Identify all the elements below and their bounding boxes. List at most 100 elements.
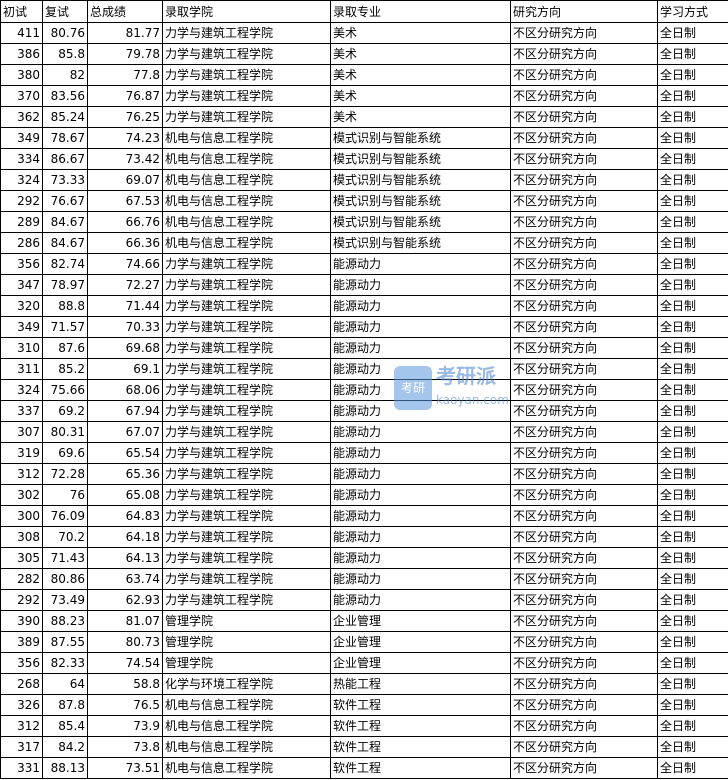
cell-study-mode: 全日制 — [657, 64, 728, 86]
cell-college: 机电与信息工程学院 — [162, 127, 331, 149]
cell-college: 力学与建筑工程学院 — [162, 337, 331, 359]
cell-retest-score: 64 — [42, 673, 88, 695]
cell-retest-score: 76 — [42, 484, 88, 506]
table-row: 390 88.23 81.07 管理学院 企业管理 不区分研究方向 全日制 — [0, 610, 728, 632]
cell-initial-score: 319 — [0, 442, 43, 464]
cell-study-mode: 全日制 — [657, 274, 728, 296]
cell-total-score: 64.18 — [87, 526, 163, 548]
cell-study-mode: 全日制 — [657, 253, 728, 275]
cell-research-direction: 不区分研究方向 — [510, 190, 658, 212]
cell-research-direction: 不区分研究方向 — [510, 526, 658, 548]
cell-initial-score: 320 — [0, 295, 43, 317]
cell-retest-score: 80.86 — [42, 568, 88, 590]
cell-research-direction: 不区分研究方向 — [510, 694, 658, 716]
cell-initial-score: 362 — [0, 106, 43, 128]
cell-research-direction: 不区分研究方向 — [510, 757, 658, 779]
cell-initial-score: 326 — [0, 694, 43, 716]
cell-research-direction: 不区分研究方向 — [510, 232, 658, 254]
cell-college: 力学与建筑工程学院 — [162, 505, 331, 527]
table-row: 370 83.56 76.87 力学与建筑工程学院 美术 不区分研究方向 全日制 — [0, 85, 728, 107]
header-major: 录取专业 — [330, 0, 511, 23]
cell-major: 能源动力 — [330, 358, 511, 380]
cell-total-score: 63.74 — [87, 568, 163, 590]
cell-major: 能源动力 — [330, 547, 511, 569]
cell-major: 美术 — [330, 106, 511, 128]
cell-major: 能源动力 — [330, 316, 511, 338]
cell-research-direction: 不区分研究方向 — [510, 673, 658, 695]
cell-total-score: 65.36 — [87, 463, 163, 485]
table-row: 317 84.2 73.8 机电与信息工程学院 软件工程 不区分研究方向 全日制 — [0, 736, 728, 758]
cell-study-mode: 全日制 — [657, 295, 728, 317]
cell-college: 力学与建筑工程学院 — [162, 484, 331, 506]
cell-research-direction: 不区分研究方向 — [510, 505, 658, 527]
cell-retest-score: 86.67 — [42, 148, 88, 170]
cell-total-score: 65.08 — [87, 484, 163, 506]
cell-research-direction: 不区分研究方向 — [510, 568, 658, 590]
cell-initial-score: 349 — [0, 127, 43, 149]
table-row: 311 85.2 69.1 力学与建筑工程学院 能源动力 不区分研究方向 全日制 — [0, 358, 728, 380]
cell-major: 软件工程 — [330, 694, 511, 716]
cell-college: 力学与建筑工程学院 — [162, 526, 331, 548]
cell-major: 热能工程 — [330, 673, 511, 695]
cell-initial-score: 302 — [0, 484, 43, 506]
cell-retest-score: 84.67 — [42, 211, 88, 233]
cell-total-score: 80.73 — [87, 631, 163, 653]
cell-initial-score: 292 — [0, 589, 43, 611]
table-row: 334 86.67 73.42 机电与信息工程学院 模式识别与智能系统 不区分研究方向 全日… — [0, 148, 728, 170]
cell-retest-score: 80.76 — [42, 22, 88, 44]
cell-retest-score: 71.43 — [42, 547, 88, 569]
cell-retest-score: 69.6 — [42, 442, 88, 464]
cell-retest-score: 69.2 — [42, 400, 88, 422]
cell-research-direction: 不区分研究方向 — [510, 106, 658, 128]
cell-initial-score: 356 — [0, 652, 43, 674]
table-row: 302 76 65.08 力学与建筑工程学院 能源动力 不区分研究方向 全日制 — [0, 484, 728, 506]
cell-college: 管理学院 — [162, 631, 331, 653]
cell-study-mode: 全日制 — [657, 631, 728, 653]
cell-retest-score: 84.67 — [42, 232, 88, 254]
cell-retest-score: 78.67 — [42, 127, 88, 149]
cell-retest-score: 78.97 — [42, 274, 88, 296]
cell-total-score: 58.8 — [87, 673, 163, 695]
cell-research-direction: 不区分研究方向 — [510, 358, 658, 380]
cell-research-direction: 不区分研究方向 — [510, 400, 658, 422]
table-row: 312 85.4 73.9 机电与信息工程学院 软件工程 不区分研究方向 全日制 — [0, 715, 728, 737]
cell-college: 化学与环境工程学院 — [162, 673, 331, 695]
cell-total-score: 69.07 — [87, 169, 163, 191]
table-row: 292 73.49 62.93 力学与建筑工程学院 能源动力 不区分研究方向 全日制 — [0, 589, 728, 611]
cell-study-mode: 全日制 — [657, 694, 728, 716]
header-college: 录取学院 — [162, 0, 331, 23]
cell-retest-score: 76.09 — [42, 505, 88, 527]
cell-research-direction: 不区分研究方向 — [510, 316, 658, 338]
cell-college: 力学与建筑工程学院 — [162, 64, 331, 86]
cell-total-score: 76.25 — [87, 106, 163, 128]
cell-retest-score: 76.67 — [42, 190, 88, 212]
table-row: 319 69.6 65.54 力学与建筑工程学院 能源动力 不区分研究方向 全日制 — [0, 442, 728, 464]
cell-research-direction: 不区分研究方向 — [510, 295, 658, 317]
cell-initial-score: 389 — [0, 631, 43, 653]
cell-total-score: 69.1 — [87, 358, 163, 380]
cell-major: 能源动力 — [330, 379, 511, 401]
cell-initial-score: 282 — [0, 568, 43, 590]
cell-college: 机电与信息工程学院 — [162, 169, 331, 191]
cell-study-mode: 全日制 — [657, 505, 728, 527]
cell-research-direction: 不区分研究方向 — [510, 589, 658, 611]
table-row: 362 85.24 76.25 力学与建筑工程学院 美术 不区分研究方向 全日制 — [0, 106, 728, 128]
cell-college: 力学与建筑工程学院 — [162, 43, 331, 65]
cell-college: 力学与建筑工程学院 — [162, 274, 331, 296]
cell-study-mode: 全日制 — [657, 757, 728, 779]
cell-study-mode: 全日制 — [657, 337, 728, 359]
cell-retest-score: 75.66 — [42, 379, 88, 401]
table-row: 356 82.74 74.66 力学与建筑工程学院 能源动力 不区分研究方向 全日制 — [0, 253, 728, 275]
table-row: 307 80.31 67.07 力学与建筑工程学院 能源动力 不区分研究方向 全日制 — [0, 421, 728, 443]
cell-retest-score: 85.8 — [42, 43, 88, 65]
cell-total-score: 67.07 — [87, 421, 163, 443]
cell-college: 力学与建筑工程学院 — [162, 547, 331, 569]
cell-retest-score: 88.13 — [42, 757, 88, 779]
table-body: 411 80.76 81.77 力学与建筑工程学院 美术 不区分研究方向 全日制 386 85.… — [0, 22, 728, 779]
cell-total-score: 64.13 — [87, 547, 163, 569]
cell-total-score: 67.53 — [87, 190, 163, 212]
cell-major: 美术 — [330, 43, 511, 65]
cell-college: 机电与信息工程学院 — [162, 190, 331, 212]
cell-total-score: 81.07 — [87, 610, 163, 632]
cell-study-mode: 全日制 — [657, 715, 728, 737]
